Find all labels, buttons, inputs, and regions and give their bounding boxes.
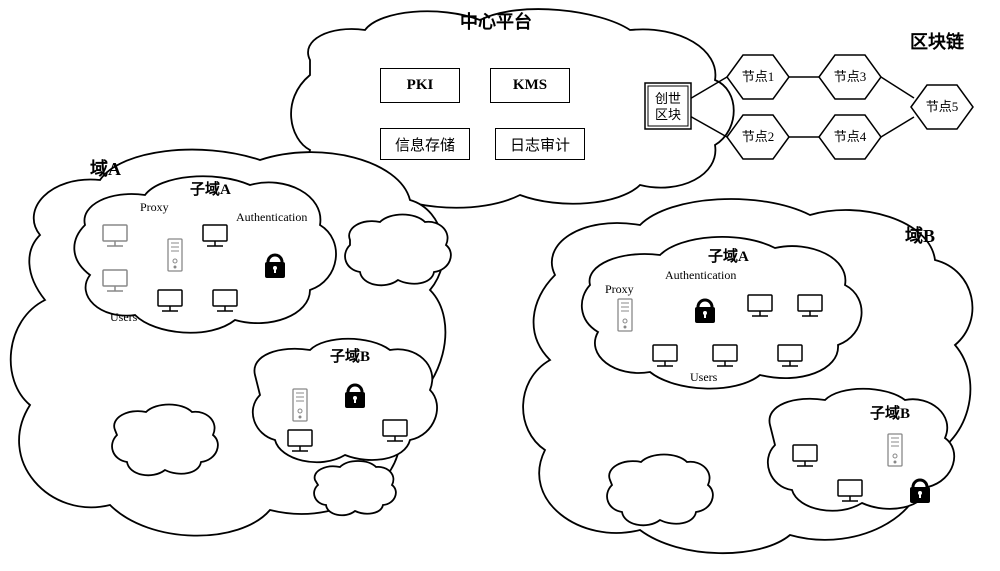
genesis-block: 创世 区块 <box>645 83 691 129</box>
node2-label: 节点2 <box>742 129 775 144</box>
box-info-store: 信息存储 <box>380 128 470 160</box>
box-pki: PKI <box>380 68 460 103</box>
labelB-users: Users <box>690 370 717 385</box>
title-center: 中心平台 <box>460 8 532 34</box>
labelB-proxy: Proxy <box>605 282 634 297</box>
node5-label: 节点5 <box>926 99 959 114</box>
cloud-tiny-a3 <box>314 461 396 515</box>
label-suba-A: 子域A <box>190 178 231 199</box>
box-kms: KMS <box>490 68 570 103</box>
node4-label: 节点4 <box>834 129 867 144</box>
label-subb-A: 子域B <box>330 345 370 366</box>
label-domain-a: 域A <box>90 155 121 181</box>
title-blockchain: 区块链 <box>910 28 964 54</box>
label-domain-b: 域B <box>905 222 935 248</box>
node1-label: 节点1 <box>742 69 775 84</box>
label-suba-B: 子域A <box>708 245 749 266</box>
box-log-audit: 日志审计 <box>495 128 585 160</box>
labelA-auth: Authentication <box>236 210 307 225</box>
labelA-proxy: Proxy <box>140 200 169 215</box>
label-subb-B: 子域B <box>870 402 910 423</box>
genesis-l1: 创世 <box>655 91 681 106</box>
genesis-l2: 区块 <box>655 107 681 122</box>
labelB-auth: Authentication <box>665 268 736 283</box>
labelA-users: Users <box>110 310 137 325</box>
node3-label: 节点3 <box>834 69 867 84</box>
